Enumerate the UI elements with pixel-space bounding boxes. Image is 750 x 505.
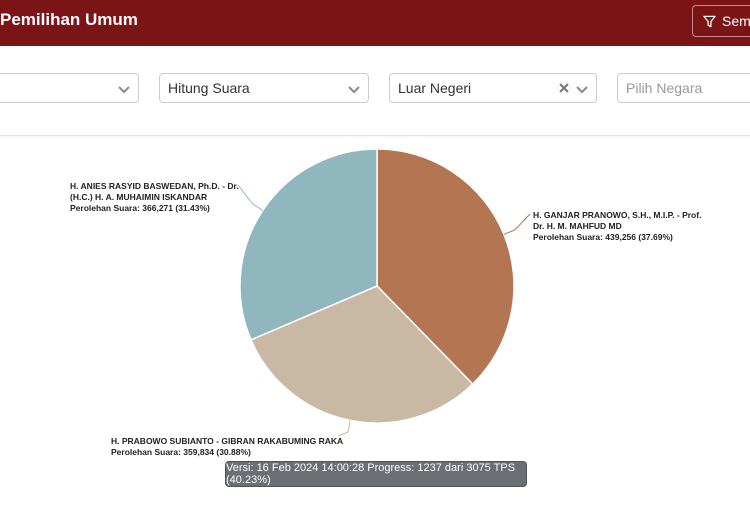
chevron-down-icon	[576, 86, 588, 94]
slice-label-ganjar-name-1: H. GANJAR PRANOWO, S.H., M.I.P. - Prof.	[533, 210, 701, 220]
version-progress-text: Versi: 16 Feb 2024 14:00:28 Progress: 12…	[226, 462, 516, 486]
pie-slice-prabowo-leader-line	[337, 420, 351, 437]
slice-label-ganjar-name-2: Dr. H. M. MAHFUD MD	[533, 221, 622, 231]
select-count-type[interactable]: Hitung Suara	[159, 73, 369, 103]
select-region[interactable]: Luar Negeri	[389, 73, 597, 103]
filter-bar: Hitung Suara Luar Negeri Pilih Negara	[0, 46, 750, 136]
slice-label-prabowo-votes: Perolehan Suara: 359,834 (30.88%)	[111, 447, 251, 457]
pie-slice-ganjar[interactable]	[376, 148, 515, 386]
chart-area: H. GANJAR PRANOWO, S.H., M.I.P. - Prof. …	[0, 136, 750, 500]
page-title: Pemilihan Umum	[0, 10, 138, 29]
pie-slice-ganjar-leader-line	[503, 213, 531, 235]
pie-slice-anies-leader-line	[237, 184, 263, 211]
select-count-type-value: Hitung Suara	[168, 80, 250, 96]
pie-chart: H. GANJAR PRANOWO, S.H., M.I.P. - Prof. …	[70, 148, 701, 457]
pie-slice-prabowo[interactable]	[250, 285, 474, 424]
select-country-placeholder: Pilih Negara	[626, 80, 703, 96]
filter-button[interactable]: Sem	[692, 5, 750, 37]
slice-label-anies-votes: Perolehan Suara: 366,271 (31.43%)	[70, 203, 210, 213]
select-country[interactable]: Pilih Negara	[617, 73, 750, 103]
pie-slice-anies[interactable]	[239, 148, 378, 341]
app-header: Pemilihan Umum Sem	[0, 0, 750, 46]
select-election-type[interactable]	[0, 73, 139, 103]
slice-label-ganjar-votes: Perolehan Suara: 439,256 (37.69%)	[533, 232, 673, 242]
slice-label-prabowo-name-1: H. PRABOWO SUBIANTO - GIBRAN RAKABUMING …	[111, 436, 343, 446]
version-progress-tooltip: Versi: 16 Feb 2024 14:00:28 Progress: 12…	[225, 461, 527, 487]
slice-label-anies-name-2: (H.C.) H. A. MUHAIMIN ISKANDAR	[70, 192, 207, 202]
filter-icon	[703, 15, 716, 27]
close-icon[interactable]	[558, 82, 570, 94]
slice-label-anies-name-1: H. ANIES RASYID BASWEDAN, Ph.D. - Dr.	[70, 181, 239, 191]
chevron-down-icon	[118, 86, 130, 94]
filter-button-label: Sem	[722, 13, 750, 29]
select-region-value: Luar Negeri	[398, 80, 472, 96]
chevron-down-icon	[348, 86, 360, 94]
